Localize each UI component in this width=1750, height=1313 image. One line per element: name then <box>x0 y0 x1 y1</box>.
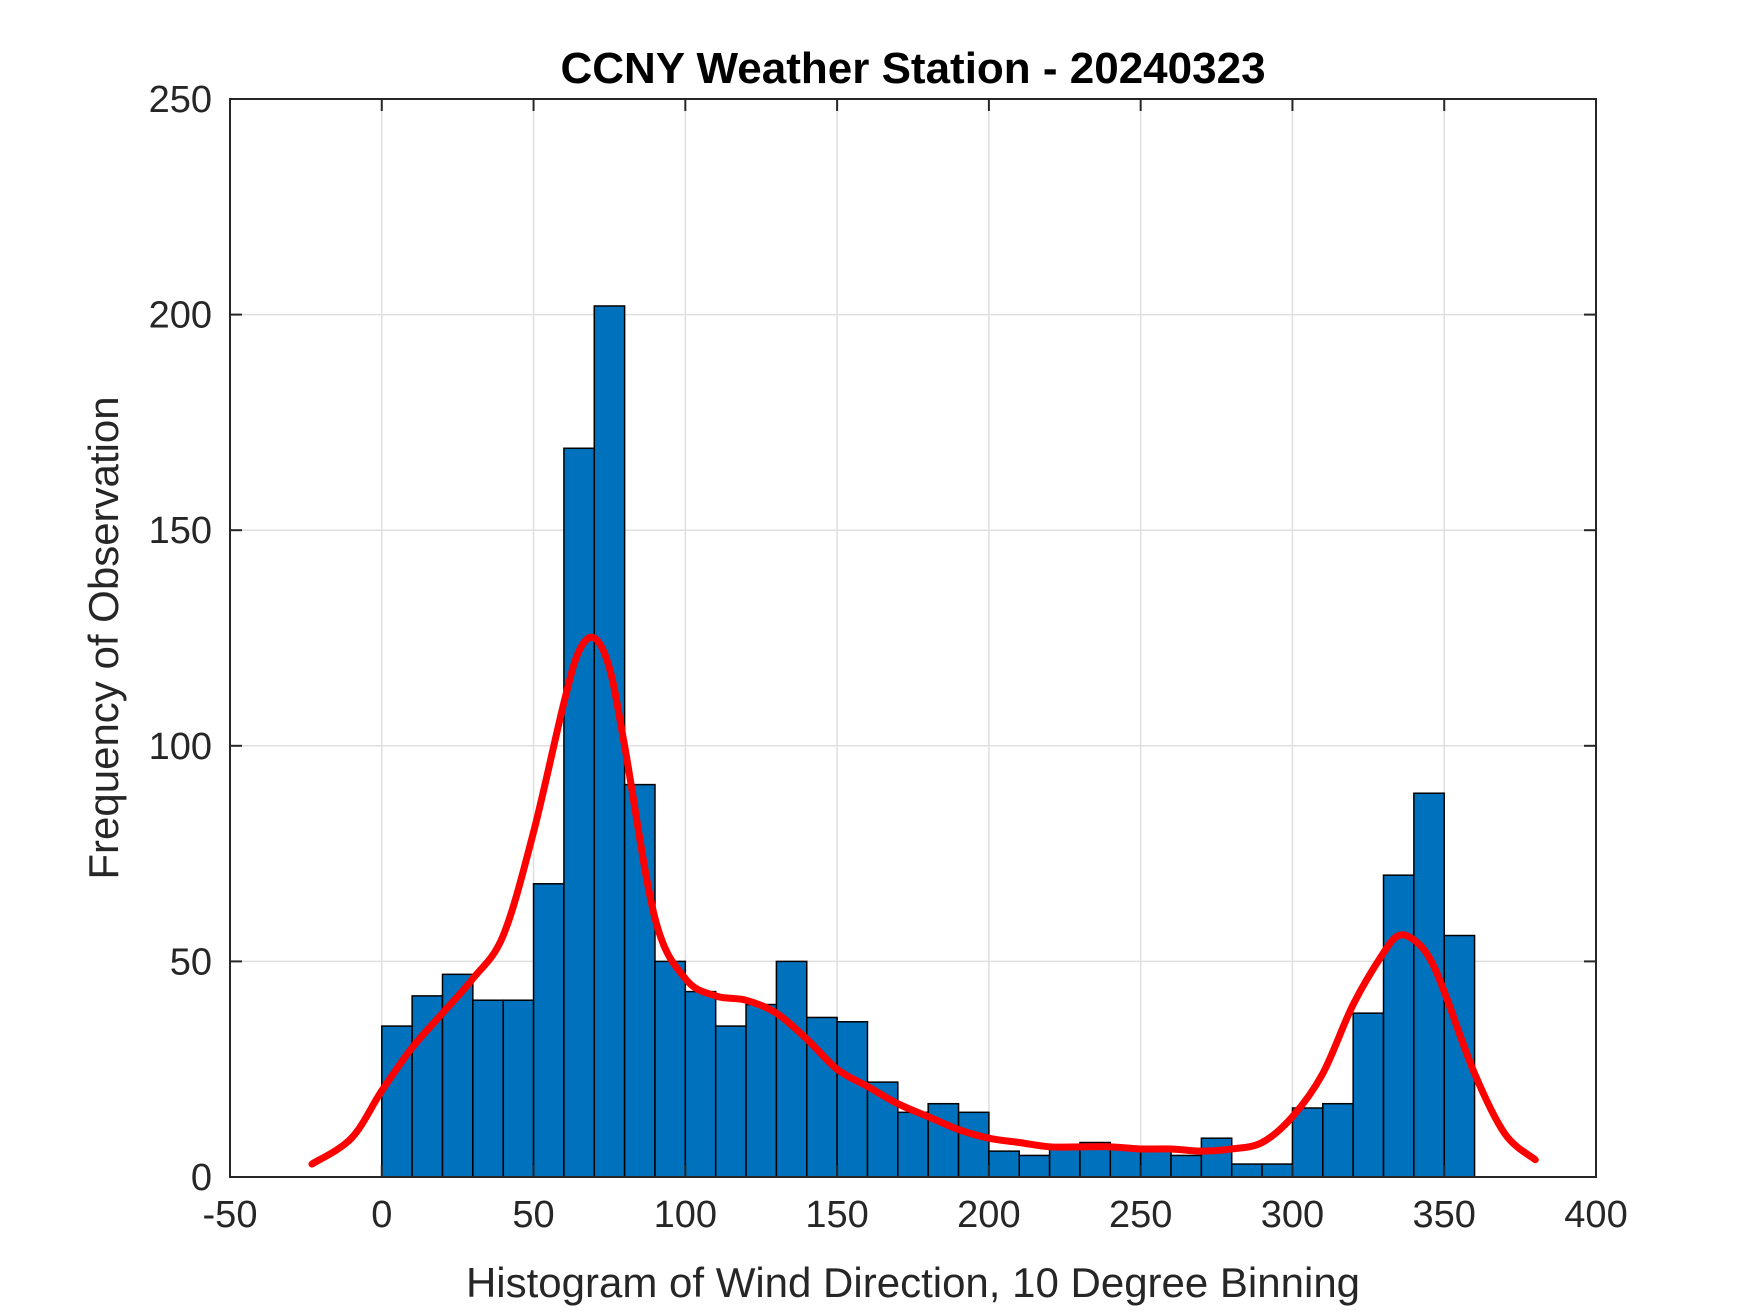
histogram-bar <box>1382 874 1415 1178</box>
histogram-bar <box>775 960 808 1178</box>
histogram-bar <box>745 1003 778 1178</box>
histogram-bar <box>563 447 596 1178</box>
histogram-bar <box>1322 1102 1354 1178</box>
histogram-bar <box>1291 1107 1324 1178</box>
density-curve <box>308 633 1539 1168</box>
x-tick-label: 0 <box>371 1194 392 1236</box>
histogram-bar <box>836 1021 869 1178</box>
histogram-bar <box>472 999 504 1178</box>
histogram-bar <box>1352 1012 1385 1178</box>
y-tick-label: 250 <box>149 79 212 121</box>
histogram-bar <box>1139 1150 1172 1178</box>
histogram-bar <box>532 883 565 1178</box>
y-tick-label: 200 <box>149 295 212 337</box>
histogram-bar <box>988 1150 1020 1178</box>
x-tick-label: 400 <box>1564 1194 1627 1236</box>
ticks <box>229 98 1597 1178</box>
x-tick-label: 150 <box>805 1194 868 1236</box>
density-curve-layer <box>308 633 1539 1168</box>
y-tick-label: 150 <box>149 510 212 552</box>
histogram-bar <box>714 1025 747 1178</box>
histogram-bar <box>1261 1163 1294 1178</box>
histogram-bar <box>684 990 717 1178</box>
grid <box>230 99 1596 1177</box>
y-tick-label: 50 <box>170 941 212 983</box>
histogram-bar <box>502 999 535 1178</box>
x-tick-labels: -50 0 50 100 150 200 250 300 350 400 <box>203 1194 1628 1236</box>
histogram-bar <box>897 1111 929 1178</box>
histogram-bar <box>593 305 626 1178</box>
histogram-bar <box>1048 1146 1081 1178</box>
x-tick-label: 250 <box>1109 1194 1172 1236</box>
bars <box>381 305 1476 1178</box>
x-tick-label: 200 <box>957 1194 1020 1236</box>
x-tick-label: 350 <box>1413 1194 1476 1236</box>
histogram-bar <box>957 1111 990 1178</box>
x-tick-label: -50 <box>203 1194 258 1236</box>
y-tick-label: 0 <box>191 1157 212 1199</box>
x-axis-label: Histogram of Wind Direction, 10 Degree B… <box>466 1259 1360 1306</box>
x-tick-label: 300 <box>1261 1194 1324 1236</box>
histogram-bar <box>1200 1137 1233 1178</box>
y-tick-label: 100 <box>149 726 212 768</box>
histogram-bar <box>1170 1154 1203 1178</box>
histogram-bar <box>654 960 687 1178</box>
y-axis-label: Frequency of Observation <box>80 396 127 879</box>
x-tick-label: 50 <box>512 1194 554 1236</box>
axes-box <box>229 98 1597 1178</box>
x-tick-label: 100 <box>654 1194 717 1236</box>
chart-title: CCNY Weather Station - 20240323 <box>560 44 1265 93</box>
histogram-bar <box>1230 1163 1263 1178</box>
histogram-bar <box>927 1102 960 1178</box>
histogram-bar <box>1018 1154 1051 1178</box>
y-tick-labels: 0 50 100 150 200 250 <box>149 79 212 1199</box>
